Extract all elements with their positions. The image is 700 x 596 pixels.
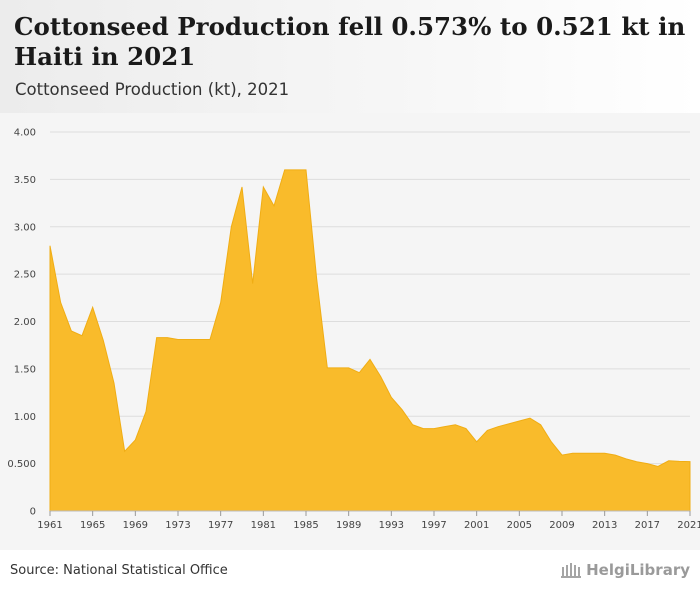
x-tick-label: 1989 [336, 520, 361, 531]
x-tick-label: 2017 [635, 520, 660, 531]
area-chart: 0 0.500 1.00 1.50 2.00 2.50 3.00 3.50 4.00 1961 19… [7, 128, 700, 532]
y-tick-label: 1.50 [14, 364, 36, 375]
y-tick-label: 1.00 [14, 412, 36, 423]
x-tick-label: 1961 [37, 520, 62, 531]
y-tick-label: 3.50 [14, 175, 36, 186]
x-tick-label: 1973 [165, 520, 190, 531]
y-tick-label: 2.50 [14, 270, 36, 281]
x-tick-label: 1969 [123, 520, 148, 531]
chart-header: Cottonseed Production fell 0.573% to 0.5… [0, 0, 700, 113]
logo-text: HelgiLibrary [586, 561, 690, 579]
chart-title: Cottonseed Production fell 0.573% to 0.5… [14, 12, 686, 71]
y-tick-label: 0 [30, 507, 36, 518]
y-tick-label: 0.500 [7, 459, 36, 470]
series-area [49, 169, 691, 512]
y-tick-label: 3.00 [14, 222, 36, 233]
x-tick-label: 2005 [507, 520, 532, 531]
chart-subtitle: Cottonseed Production (kt), 2021 [15, 80, 290, 99]
x-tick-label: 2001 [464, 520, 489, 531]
x-tick-label: 2009 [549, 520, 574, 531]
source-note: Source: National Statistical Office [10, 563, 228, 578]
x-tick-label: 1977 [208, 520, 233, 531]
x-tick-label: 1965 [80, 520, 105, 531]
x-tick-label: 1993 [379, 520, 404, 531]
chart-footer [0, 550, 700, 596]
x-tick-label: 2021 [677, 520, 700, 531]
helgi-library-logo[interactable]: HelgiLibrary [560, 561, 690, 579]
x-tick-label: 1981 [251, 520, 276, 531]
x-tick-label: 2013 [592, 520, 617, 531]
x-tick-label: 1997 [421, 520, 446, 531]
x-tick-label: 1985 [293, 520, 318, 531]
library-building-icon [561, 563, 582, 578]
y-tick-label: 4.00 [14, 128, 36, 139]
y-tick-label: 2.00 [14, 317, 36, 328]
